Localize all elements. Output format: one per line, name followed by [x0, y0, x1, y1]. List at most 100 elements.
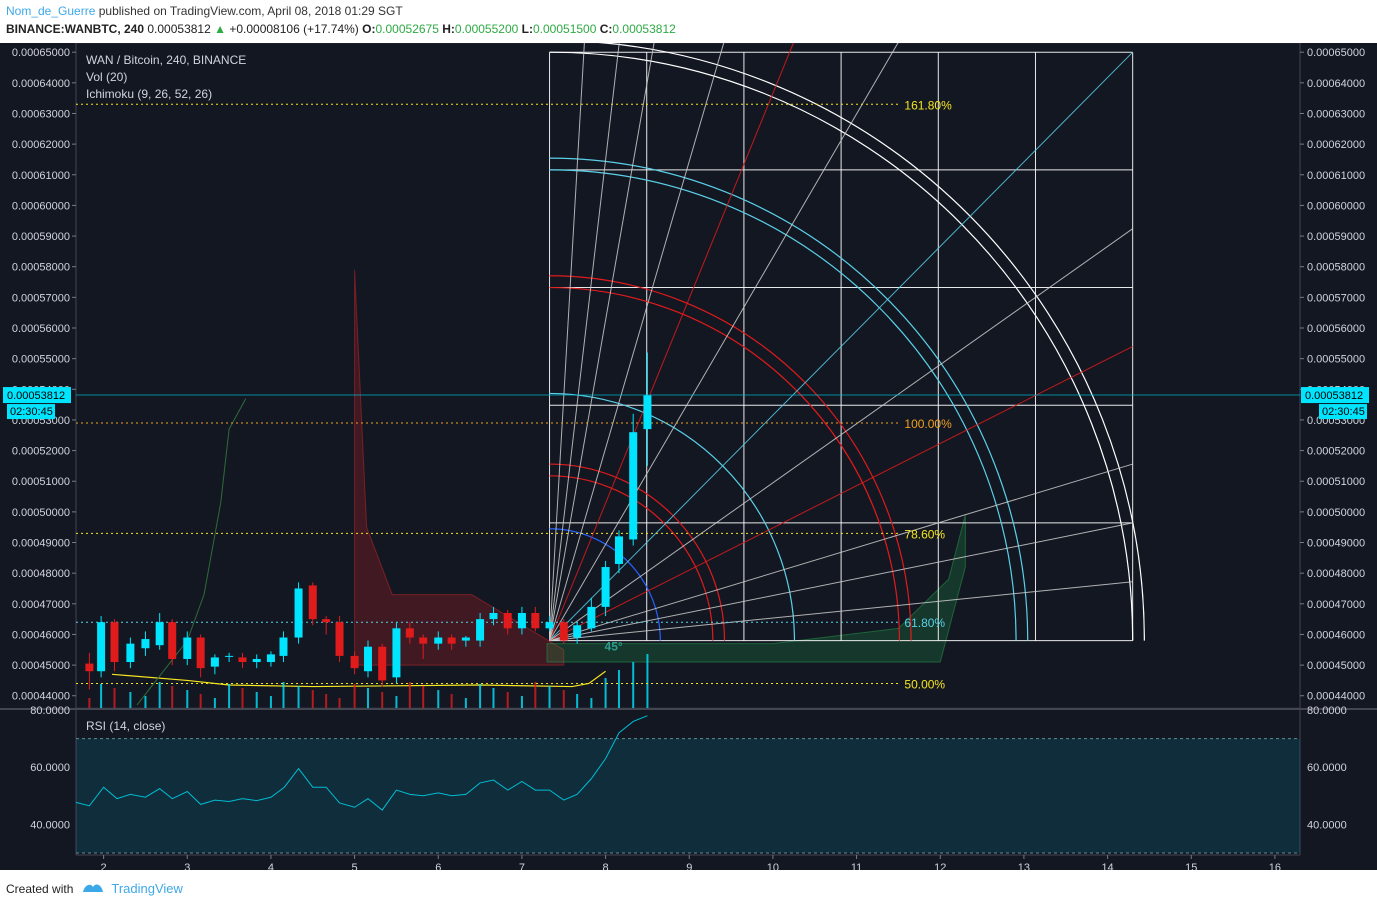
- author-link[interactable]: Nom_de_Guerre: [6, 4, 96, 18]
- created-with-label: Created with: [6, 881, 74, 896]
- candle-body: [517, 613, 526, 629]
- volume-bar: [632, 662, 635, 708]
- close-value: 0.00053812: [612, 22, 676, 36]
- volume-bar: [450, 694, 453, 708]
- price-tick-label-right: 0.00046000: [1307, 629, 1365, 641]
- legend-volume: Vol (20): [86, 70, 127, 84]
- candle: [461, 635, 470, 647]
- price-tick-label-right: 0.00052000: [1307, 446, 1365, 458]
- kijun-line: [111, 670, 606, 688]
- candle-body: [238, 657, 247, 663]
- candle: [405, 622, 414, 644]
- candle-body: [629, 432, 638, 540]
- candle-body: [350, 655, 359, 669]
- tradingview-logo-icon[interactable]: [81, 880, 105, 897]
- candle-body: [378, 646, 387, 681]
- price-tick-label-left: 0.00062000: [12, 139, 70, 151]
- close-label: C:: [599, 22, 613, 36]
- fib-level-label: 61.80%: [904, 616, 945, 630]
- tradingview-link[interactable]: TradingView: [111, 881, 183, 896]
- price-tick-label-left: 0.00059000: [12, 231, 70, 243]
- candle-body: [196, 637, 205, 669]
- price-tick-label-left: 0.00051000: [12, 476, 70, 488]
- price-tick-label-right: 0.00049000: [1307, 538, 1365, 550]
- price-tick-label-right: 0.00055000: [1307, 354, 1365, 366]
- fan-ray: [549, 43, 655, 641]
- price-tick-label-left: 0.00063000: [12, 108, 70, 120]
- candle-body: [294, 588, 303, 638]
- fan-ray: [549, 522, 1133, 642]
- candle: [266, 651, 275, 667]
- countdown-tag-left-text: 02:30:45: [10, 406, 53, 418]
- price-tick-label-left: 0.00048000: [12, 568, 70, 580]
- rsi-tick-label-left: 80.0000: [30, 705, 70, 717]
- price-tick-label-left: 0.00058000: [12, 262, 70, 274]
- price-tick-label-left: 0.00064000: [12, 78, 70, 90]
- candle: [110, 619, 119, 672]
- chart-canvas[interactable]: 45° 161.80% 100.00% 78.60% 61.80% 50.00% 0.0…: [0, 43, 1377, 870]
- volume-bar: [479, 684, 482, 708]
- time-tick-label: 12: [934, 862, 946, 870]
- volume-bar: [646, 654, 649, 708]
- legend-title: WAN / Bitcoin, 240, BINANCE: [86, 53, 246, 67]
- candle-body: [85, 663, 94, 672]
- volume-bar: [506, 692, 509, 708]
- price-tick-label-right: 0.00061000: [1307, 170, 1365, 182]
- price-tick-label-left: 0.00046000: [12, 629, 70, 641]
- fib-level-label: 100.00%: [904, 417, 952, 431]
- candles: [85, 352, 652, 690]
- price-tick-label-right: 0.00044000: [1307, 691, 1365, 703]
- volume-bar: [338, 698, 341, 708]
- rsi-label: RSI (14, close): [86, 719, 165, 733]
- legend-ichimoku: Ichimoku (9, 26, 52, 26): [86, 87, 212, 101]
- candle-body: [559, 622, 568, 641]
- price-tick-label-right: 0.00063000: [1307, 108, 1365, 120]
- candle-body: [587, 606, 596, 629]
- candle-body: [531, 613, 540, 629]
- time-tick-label: 10: [767, 862, 779, 870]
- volume-bar: [269, 696, 272, 708]
- rsi-tick-label-left: 60.0000: [30, 762, 70, 774]
- chikou-line: [136, 398, 247, 706]
- fan-ray: [549, 43, 725, 641]
- candle-body: [155, 622, 164, 646]
- fan-ray: [549, 43, 585, 641]
- candle-body: [363, 646, 372, 672]
- price-tick-label-left: 0.00047000: [12, 599, 70, 611]
- candle-body: [601, 567, 610, 607]
- angle-label: 45°: [605, 640, 623, 654]
- volume-bar: [213, 698, 216, 708]
- footer: Created with TradingView: [6, 880, 183, 897]
- candle: [168, 619, 177, 666]
- time-tick-label: 9: [686, 862, 692, 870]
- candle-body: [210, 657, 219, 667]
- candle: [308, 582, 317, 626]
- price-tick-label-right: 0.00056000: [1307, 323, 1365, 335]
- up-arrow-icon: ▲: [214, 22, 226, 36]
- last-price: 0.00053812: [147, 22, 211, 36]
- volume-bar: [408, 682, 411, 708]
- candle-body: [266, 654, 275, 663]
- open-value: 0.00052675: [375, 22, 439, 36]
- countdown-tag-left: [7, 404, 55, 420]
- candle-body: [419, 637, 428, 644]
- chart-grid: [0, 43, 1377, 856]
- candle-body: [279, 637, 288, 656]
- last-price-tag-right-text: 0.00053812: [1305, 390, 1363, 402]
- price-tick-label-left: 0.00061000: [12, 170, 70, 182]
- candle-body: [252, 658, 261, 663]
- rsi-line: [75, 715, 648, 811]
- rsi-tick-label-right: 40.0000: [1307, 819, 1347, 831]
- price-tick-label-right: 0.00057000: [1307, 292, 1365, 304]
- candle-body: [335, 622, 344, 656]
- rsi-pane: 80.0000 80.0000 60.0000 60.0000 40.0000 40.00…: [30, 705, 1347, 854]
- volume-bar: [617, 670, 620, 708]
- candle-body: [225, 655, 234, 657]
- candle-body: [545, 622, 554, 629]
- fib-level-label: 78.60%: [904, 527, 945, 541]
- rsi-tick-label-left: 40.0000: [30, 819, 70, 831]
- rsi-tick-label-right: 60.0000: [1307, 762, 1347, 774]
- volume-bar: [576, 694, 579, 708]
- fan-ray: [549, 43, 899, 641]
- countdown-tag-right: [1319, 404, 1367, 420]
